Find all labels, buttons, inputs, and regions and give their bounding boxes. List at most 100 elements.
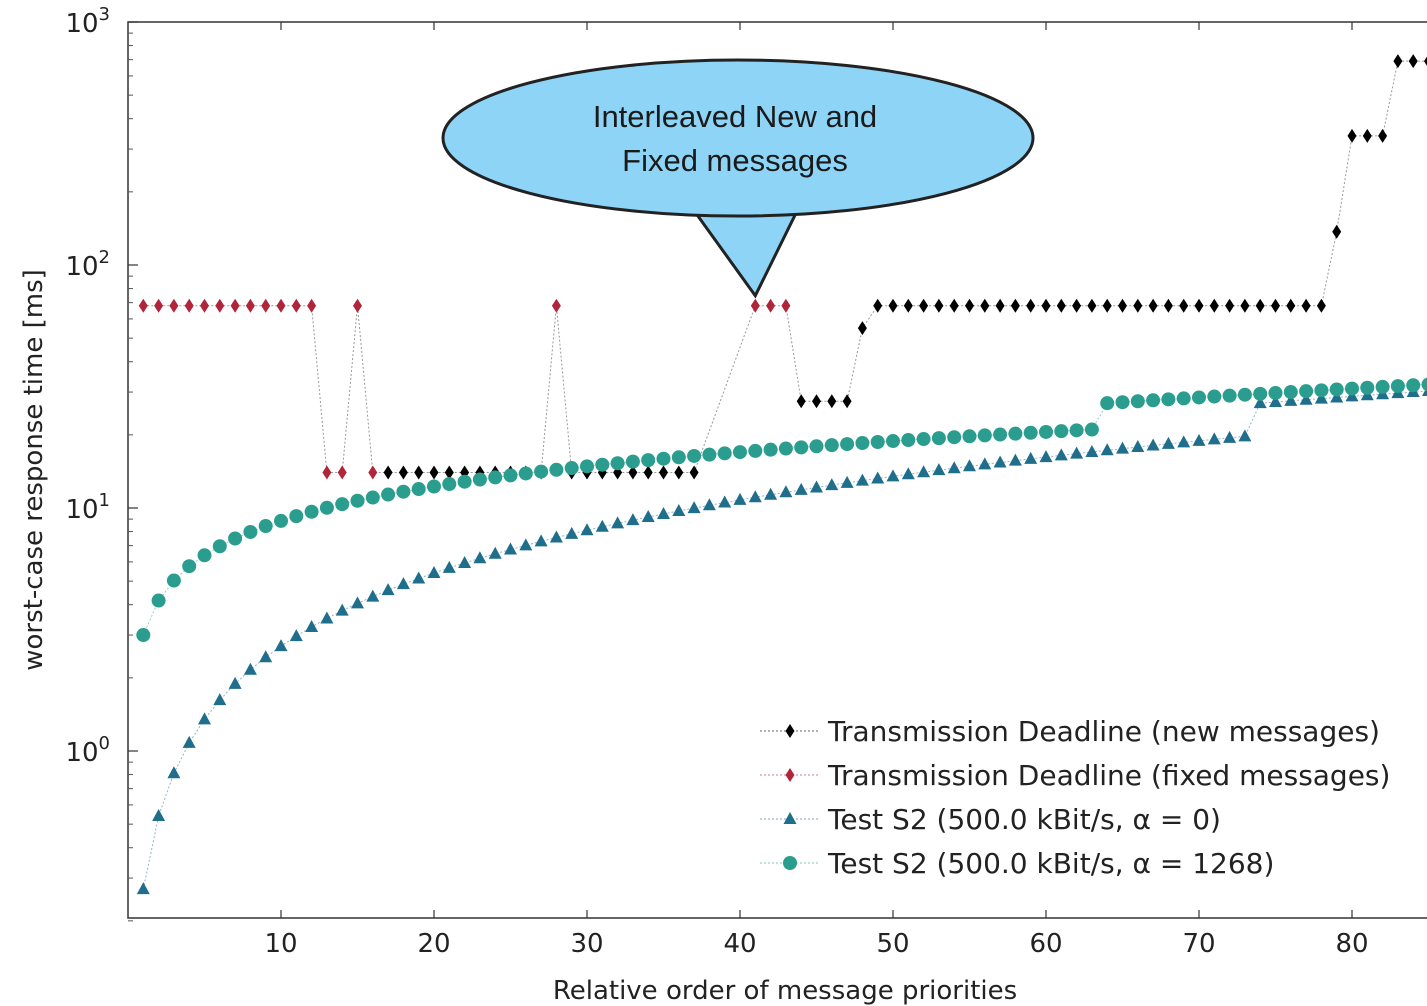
data-point — [350, 493, 365, 508]
data-point — [903, 298, 913, 313]
data-point — [901, 433, 916, 448]
data-point — [398, 465, 408, 480]
data-point — [337, 465, 347, 480]
data-point — [319, 500, 334, 515]
data-point — [1329, 382, 1344, 397]
data-point — [779, 485, 793, 498]
data-point — [228, 531, 243, 546]
data-point — [368, 465, 378, 480]
legend-marker — [783, 812, 797, 824]
callout-bubble — [441, 58, 1035, 218]
data-point — [977, 428, 992, 443]
data-point — [396, 484, 411, 499]
data-point — [549, 530, 563, 543]
data-point — [381, 487, 396, 502]
data-point — [1207, 389, 1222, 404]
plot-area — [136, 54, 1427, 895]
series-line — [142, 384, 1427, 636]
data-point — [641, 510, 655, 523]
data-point — [412, 571, 426, 584]
data-point — [289, 629, 303, 642]
data-point — [657, 506, 670, 519]
series-fixed-messages — [138, 298, 791, 480]
data-point — [1240, 298, 1250, 313]
data-point — [886, 469, 900, 482]
data-point — [274, 639, 288, 652]
data-point — [1255, 298, 1265, 313]
data-point — [504, 542, 517, 555]
data-point — [1378, 128, 1388, 143]
callout-text-line: Interleaved New and — [593, 99, 877, 134]
data-point — [580, 523, 594, 536]
data-point — [689, 465, 699, 480]
data-point — [1301, 298, 1311, 313]
data-point — [564, 461, 579, 476]
legend-marker — [785, 724, 795, 738]
data-point — [641, 453, 656, 468]
data-point — [717, 446, 732, 461]
data-point — [1008, 426, 1023, 441]
data-point — [840, 437, 855, 452]
y-tick-label: 101 — [65, 490, 110, 525]
data-point — [702, 447, 717, 462]
data-point — [197, 548, 212, 563]
x-axis-label: Relative order of message priorities — [553, 976, 1017, 1006]
data-point — [931, 431, 946, 446]
data-point — [626, 513, 640, 526]
data-point — [1284, 393, 1298, 406]
data-point — [1115, 395, 1130, 410]
data-point — [1070, 446, 1084, 459]
data-point — [549, 462, 564, 477]
data-point — [750, 298, 760, 313]
data-point — [458, 555, 472, 568]
data-point — [442, 477, 457, 492]
data-point — [353, 298, 362, 313]
data-point — [718, 495, 732, 508]
data-point — [824, 438, 839, 453]
x-tick-label: 60 — [1029, 929, 1062, 959]
data-point — [1118, 298, 1127, 313]
data-point — [1041, 298, 1051, 313]
data-point — [1024, 451, 1038, 464]
legend-item: Transmission Deadline (fixed messages) — [760, 759, 1390, 792]
data-point — [1069, 423, 1084, 438]
data-point — [672, 503, 686, 516]
data-point — [182, 735, 196, 748]
data-point — [473, 551, 487, 564]
data-point — [947, 430, 962, 445]
data-point — [472, 472, 487, 487]
data-point — [518, 466, 533, 481]
data-point — [200, 298, 209, 313]
data-point — [152, 809, 166, 822]
data-point — [213, 693, 227, 706]
data-point — [243, 662, 257, 675]
data-point — [1100, 443, 1114, 456]
data-point — [625, 454, 640, 469]
callout-text-line: Fixed messages — [622, 143, 848, 178]
data-point — [1238, 429, 1252, 442]
data-point — [932, 463, 946, 476]
data-point — [1207, 432, 1221, 445]
callout: Interleaved New and Fixed messages — [441, 58, 1035, 299]
data-point — [1177, 435, 1191, 448]
legend-label: Transmission Deadline (new messages) — [827, 715, 1380, 748]
data-point — [1085, 444, 1099, 457]
data-point — [1209, 298, 1219, 313]
data-point — [978, 457, 992, 470]
data-point — [947, 461, 961, 474]
data-point — [748, 490, 762, 503]
data-point — [870, 434, 885, 449]
data-point — [855, 473, 869, 486]
x-tick-label: 30 — [570, 929, 603, 959]
y-axis-label: worst-case response time [ms] — [19, 269, 49, 671]
data-point — [1332, 224, 1342, 239]
data-point — [411, 482, 426, 497]
data-point — [154, 298, 164, 313]
data-point — [551, 298, 561, 313]
data-point — [917, 465, 931, 478]
data-point — [366, 589, 380, 602]
data-point — [1100, 396, 1115, 411]
data-point — [534, 534, 548, 547]
data-point — [781, 298, 791, 313]
data-point — [1146, 438, 1160, 451]
